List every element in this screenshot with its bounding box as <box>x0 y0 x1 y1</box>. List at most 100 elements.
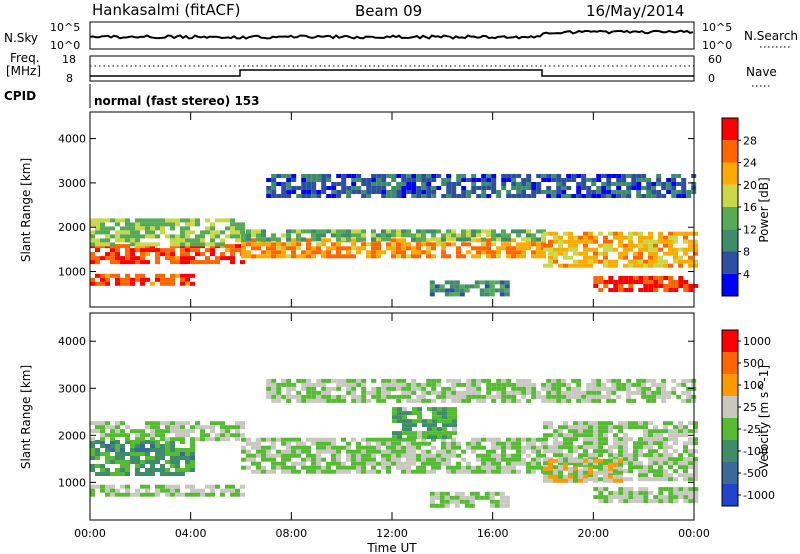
heatmap-cell <box>397 411 402 416</box>
heatmap-cell <box>536 465 541 470</box>
heatmap-cell <box>125 492 130 497</box>
heatmap-cell <box>351 382 357 387</box>
heatmap-cell <box>608 466 613 471</box>
heatmap-cell <box>558 247 563 252</box>
heatmap-cell <box>663 284 669 288</box>
cpid-label: CPID <box>4 89 36 103</box>
heatmap-cell <box>663 453 668 458</box>
heatmap-cell <box>190 456 195 460</box>
heatmap-cell <box>611 378 617 383</box>
heatmap-cell <box>341 237 346 242</box>
heatmap-cell <box>120 256 125 261</box>
heatmap-cell <box>431 453 436 458</box>
heatmap-cell <box>200 429 205 434</box>
heatmap-cell <box>356 469 361 474</box>
heatmap-cell <box>531 437 536 442</box>
heatmap-cell <box>663 487 669 492</box>
heatmap-cell <box>90 260 95 265</box>
heatmap-cell <box>576 194 582 198</box>
heatmap-cell <box>225 429 230 434</box>
heatmap-cell <box>486 465 491 470</box>
heatmap-cell <box>210 234 215 239</box>
heatmap-cell <box>481 457 486 462</box>
heatmap-cell <box>648 449 653 454</box>
heatmap-cell <box>416 254 421 259</box>
heatmap-cell <box>646 190 652 194</box>
heatmap-cell <box>271 453 276 458</box>
heatmap-cell <box>426 382 432 387</box>
heatmap-cell <box>140 444 145 448</box>
heatmap-cell <box>381 378 387 383</box>
heatmap-cell <box>451 465 456 470</box>
heatmap-cell <box>241 449 246 454</box>
heatmap-cell <box>150 464 155 468</box>
heatmap-cell <box>653 280 659 284</box>
heatmap-cell <box>125 226 130 231</box>
heatmap-cell <box>663 473 668 478</box>
heatmap-cell <box>521 246 526 251</box>
heatmap-cell <box>291 469 296 474</box>
heatmap-cell <box>291 246 296 251</box>
heatmap-cell <box>386 174 392 178</box>
heatmap-cell <box>648 457 653 462</box>
heatmap-cell <box>190 425 195 430</box>
heatmap-cell <box>411 174 417 178</box>
heatmap-cell <box>576 186 582 190</box>
heatmap-cell <box>461 237 466 242</box>
heatmap-cell <box>546 174 552 178</box>
heatmap-cell <box>558 251 563 256</box>
heatmap-cell <box>401 246 406 251</box>
heatmap-cell <box>316 250 321 255</box>
heatmap-cell <box>115 244 120 249</box>
heatmap-cell <box>444 491 450 496</box>
heatmap-cell <box>210 429 215 434</box>
heatmap-cell <box>311 382 317 387</box>
heatmap-cell <box>466 469 471 474</box>
heatmap-cell <box>613 288 619 292</box>
heatmap-cell <box>266 437 271 442</box>
heatmap-cell <box>220 429 225 434</box>
heatmap-cell <box>130 281 135 286</box>
heatmap-cell <box>386 190 392 194</box>
heatmap-cell <box>140 429 145 434</box>
heatmap-cell <box>261 254 266 259</box>
heatmap-cell <box>371 461 376 466</box>
y-tick-label: 3000 <box>58 382 86 395</box>
heatmap-cell <box>175 460 180 464</box>
y-tick-label: 2000 <box>58 429 86 442</box>
heatmap-cell <box>210 252 215 257</box>
heatmap-cell <box>261 449 266 454</box>
heatmap-cell <box>175 222 180 227</box>
heatmap-cell <box>155 425 160 430</box>
heatmap-cell <box>531 190 537 194</box>
heatmap-cell <box>496 441 501 446</box>
heatmap-cell <box>656 386 662 391</box>
heatmap-cell <box>596 378 602 383</box>
heatmap-cell <box>180 448 185 452</box>
heatmap-cell <box>261 233 266 238</box>
heatmap-cell <box>526 465 531 470</box>
heatmap-cell <box>386 233 391 238</box>
heatmap-cell <box>110 444 115 448</box>
heatmap-cell <box>481 394 487 399</box>
heatmap-cell <box>651 378 657 383</box>
heatmap-cell <box>256 246 261 251</box>
heatmap-cell <box>511 457 516 462</box>
heatmap-cell <box>296 394 302 399</box>
heatmap-cell <box>331 186 337 190</box>
heatmap-cell <box>441 250 446 255</box>
heatmap-cell <box>276 390 282 395</box>
heatmap-cell <box>416 194 422 198</box>
heatmap-cell <box>406 182 412 186</box>
heatmap-cell <box>120 226 125 231</box>
heatmap-cell <box>150 226 155 231</box>
heatmap-cell <box>603 474 608 479</box>
heatmap-cell <box>466 229 471 234</box>
heatmap-cell <box>623 255 628 260</box>
heatmap-cell <box>663 495 669 500</box>
heatmap-cell <box>693 499 699 504</box>
heatmap-cell <box>668 235 673 240</box>
heatmap-cell <box>499 499 505 504</box>
heatmap-cell <box>446 386 452 391</box>
heatmap-cell <box>618 251 623 256</box>
